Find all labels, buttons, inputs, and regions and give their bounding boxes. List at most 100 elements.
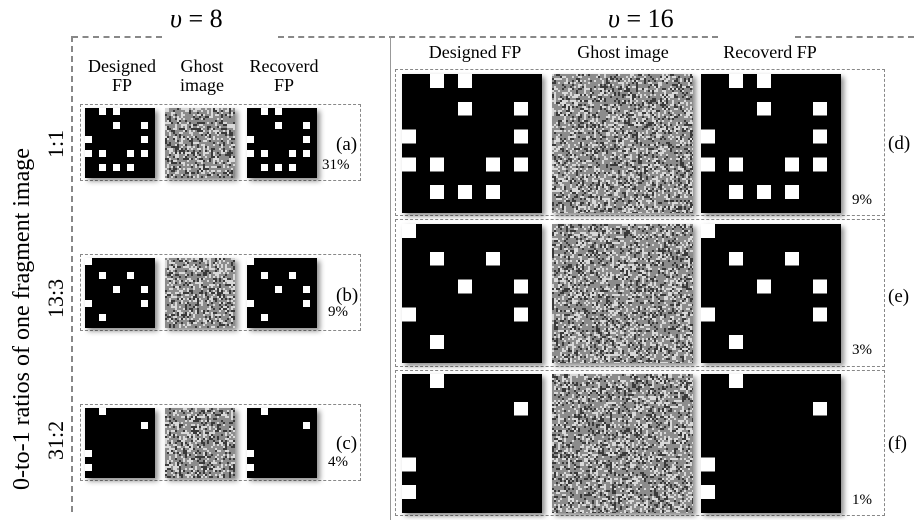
pattern-white-cell	[486, 157, 500, 172]
pattern-white-cell	[514, 307, 528, 322]
top-rule-right	[795, 36, 914, 38]
pattern-white-cell	[247, 136, 254, 143]
pattern-white-cell	[486, 185, 500, 200]
pattern-white-cell	[729, 251, 743, 266]
ratio-label-3: 31:2	[43, 420, 68, 460]
right-row-box-f	[395, 370, 885, 516]
ratio-label-1: 1:1	[43, 129, 68, 158]
ghost-image-c	[165, 408, 235, 478]
row-label-a: (a)	[336, 134, 358, 155]
pattern-white-cell	[458, 101, 472, 116]
left-col-recovered: Recoverd FP	[249, 56, 319, 95]
percent-a: 31%	[322, 157, 350, 173]
pattern-white-cell	[729, 185, 743, 200]
designed-fp-image-d	[402, 74, 542, 213]
pattern-white-cell	[402, 129, 416, 144]
pattern-white-cell	[85, 258, 92, 265]
ghost-dark-speckle	[165, 408, 235, 478]
pattern-white-cell	[303, 286, 310, 293]
pattern-white-cell	[514, 157, 528, 172]
pattern-white-cell	[402, 485, 416, 500]
pattern-white-cell	[701, 157, 715, 172]
designed-fp-image-c	[85, 408, 155, 478]
pattern-white-cell	[813, 307, 827, 322]
pattern-white-cell	[99, 150, 106, 157]
pattern-white-cell	[701, 457, 715, 472]
pattern-background	[247, 408, 317, 478]
pattern-white-cell	[813, 279, 827, 294]
pattern-white-cell	[514, 129, 528, 144]
pattern-white-cell	[289, 272, 296, 279]
recovered-fp-image-a	[247, 108, 317, 178]
pattern-white-cell	[430, 157, 444, 172]
ratio-label-2: 13:3	[43, 278, 68, 318]
pattern-white-cell	[261, 108, 268, 115]
ghost-light-speckle	[552, 374, 693, 513]
ghost-dark-speckle	[165, 108, 235, 178]
ghost-image-b	[165, 258, 235, 328]
pattern-white-cell	[247, 450, 254, 457]
recovered-fp-image-f	[701, 374, 841, 513]
pattern-white-cell	[247, 300, 254, 307]
pattern-white-cell	[701, 307, 715, 322]
pattern-white-cell	[275, 122, 282, 129]
pattern-white-cell	[514, 401, 528, 416]
pattern-white-cell	[127, 150, 134, 157]
pattern-white-cell	[261, 408, 268, 415]
pattern-white-cell	[813, 129, 827, 144]
left-col-designed: Designed FP	[88, 56, 156, 95]
pattern-white-cell	[85, 300, 92, 307]
ghost-image-a	[165, 108, 235, 178]
pattern-white-cell	[430, 74, 444, 88]
pattern-white-cell	[303, 122, 310, 129]
pattern-white-cell	[757, 74, 771, 88]
pattern-white-cell	[289, 164, 296, 171]
left-row-box-a	[80, 104, 361, 181]
pattern-white-cell	[247, 150, 254, 157]
ghost-light-speckle	[165, 258, 235, 328]
designed-fp-image-b	[85, 258, 155, 328]
ghost-image-d	[552, 74, 693, 213]
pattern-white-cell	[458, 279, 472, 294]
pattern-white-cell	[303, 300, 310, 307]
pattern-white-cell	[430, 335, 444, 350]
pattern-white-cell	[458, 74, 472, 88]
pattern-white-cell	[402, 307, 416, 322]
row-label-c: (c)	[336, 433, 358, 454]
pattern-white-cell	[141, 122, 148, 129]
recovered-fp-image-b	[247, 258, 317, 328]
row-label-e: (e)	[888, 286, 910, 307]
top-rule-left-a	[72, 36, 162, 38]
pattern-white-cell	[514, 279, 528, 294]
pattern-white-cell	[402, 157, 416, 172]
percent-c: 4%	[328, 454, 348, 470]
pattern-background	[402, 374, 542, 513]
right-col-designed: Designed FP	[428, 42, 522, 62]
pattern-white-cell	[430, 251, 444, 266]
left-panel-title: υ = 8	[170, 4, 223, 33]
ghost-dark-speckle	[552, 374, 693, 513]
pattern-white-cell	[303, 150, 310, 157]
ghost-dark-speckle	[552, 224, 693, 363]
ghost-light-speckle	[165, 408, 235, 478]
pattern-white-cell	[785, 157, 799, 172]
ghost-image-f	[552, 374, 693, 513]
recovered-fp-image-c	[247, 408, 317, 478]
pattern-white-cell	[127, 164, 134, 171]
right-col-recovered: Recoverd FP	[723, 42, 817, 62]
pattern-white-cell	[141, 286, 148, 293]
pattern-white-cell	[757, 101, 771, 116]
recovered-fp-image-e	[701, 224, 841, 363]
center-divider	[390, 36, 391, 520]
pattern-white-cell	[99, 408, 106, 415]
pattern-white-cell	[85, 136, 92, 143]
pattern-white-cell	[402, 457, 416, 472]
ghost-image-e	[552, 224, 693, 363]
pattern-white-cell	[141, 422, 148, 429]
pattern-white-cell	[261, 272, 268, 279]
designed-fp-image-a	[85, 108, 155, 178]
right-panel-title: υ = 16	[608, 4, 674, 33]
pattern-white-cell	[303, 422, 310, 429]
ghost-dark-speckle	[165, 258, 235, 328]
